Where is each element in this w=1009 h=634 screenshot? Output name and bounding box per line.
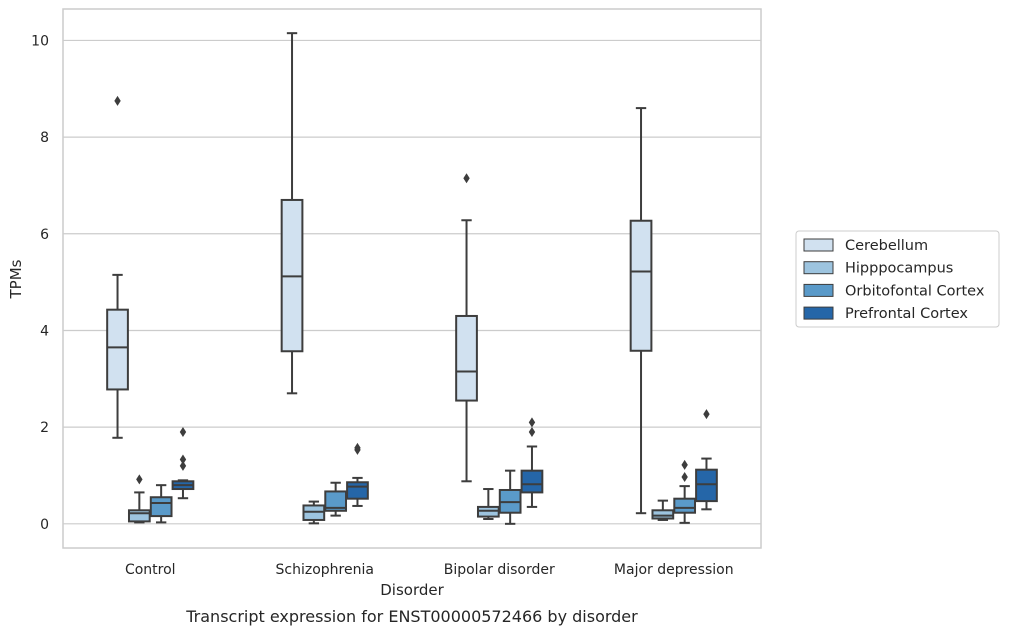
outlier-point — [114, 95, 121, 106]
box-prefrontal-cortex-0 — [171, 426, 195, 500]
legend-label: Cerebellum — [845, 238, 928, 254]
box-body — [106, 308, 129, 391]
y-axis-ticks: 0 2 4 6 8 10 — [31, 33, 49, 532]
outlier-point — [354, 442, 361, 453]
plot-frame — [62, 8, 762, 549]
chart-caption: Transcript expression for ENST0000057246… — [185, 607, 638, 626]
box-prefrontal-cortex-3 — [695, 409, 718, 511]
box-orbitofontal-cortex-3 — [673, 459, 697, 524]
legend-frame — [795, 230, 1000, 328]
outlier-point — [703, 409, 710, 420]
box-cerebellum-2 — [455, 173, 478, 483]
legend-label: Prefrontal Cortex — [845, 306, 968, 322]
box-prefrontal-cortex-2 — [520, 417, 544, 508]
plot-area — [106, 32, 718, 525]
x-tick-label: Control — [125, 562, 176, 578]
x-axis-title: Disorder — [380, 581, 444, 599]
box-cerebellum-1 — [280, 32, 304, 395]
legend-swatch — [803, 306, 834, 320]
outlier-point — [681, 459, 688, 470]
box-body — [651, 509, 675, 520]
box-body — [673, 497, 697, 514]
y-tick-label: 6 — [40, 227, 49, 243]
outlier-point — [136, 474, 143, 485]
x-tick-label: Major depression — [614, 562, 734, 578]
box-cerebellum-3 — [629, 107, 653, 515]
y-axis-title: TPMs — [7, 259, 25, 299]
box-body — [520, 469, 544, 494]
box-orbitofontal-cortex-1 — [324, 481, 348, 517]
box-body — [455, 314, 478, 402]
outlier-point — [179, 460, 187, 471]
box-hipppocampus-2 — [476, 488, 500, 520]
y-tick-label: 8 — [40, 130, 49, 146]
outlier-point — [179, 426, 187, 437]
legend-swatch — [803, 283, 834, 297]
box-hipppocampus-1 — [302, 500, 326, 525]
legend-swatch — [803, 261, 834, 275]
box-body — [127, 509, 151, 523]
outlier-point — [528, 417, 536, 428]
box-body — [629, 219, 653, 352]
outlier-point — [681, 471, 688, 482]
box-body — [149, 496, 173, 518]
y-tick-label: 4 — [40, 323, 49, 339]
box-hipppocampus-0 — [127, 474, 151, 524]
y-tick-label: 10 — [31, 33, 49, 49]
box-body — [324, 490, 348, 512]
box-orbitofontal-cortex-2 — [498, 469, 522, 525]
box-prefrontal-cortex-1 — [346, 442, 369, 507]
y-tick-label: 0 — [40, 517, 49, 533]
outlier-point — [179, 454, 187, 465]
box-hipppocampus-3 — [651, 499, 675, 521]
legend-swatch — [803, 238, 834, 252]
box-body — [695, 468, 718, 503]
x-tick-label: Schizophrenia — [276, 562, 374, 578]
box-orbitofontal-cortex-0 — [149, 484, 173, 524]
x-axis-ticks: Control Schizophrenia Bipolar disorder Majo… — [125, 562, 734, 578]
legend-label: Hipppocampus — [845, 261, 953, 277]
legend: Cerebellum Hipppocampus Orbitofontal Corte… — [795, 230, 1000, 328]
box-cerebellum-0 — [106, 95, 129, 439]
y-tick-label: 2 — [40, 420, 49, 436]
box-body — [346, 481, 369, 500]
grid-lines — [63, 39, 761, 525]
x-tick-label: Bipolar disorder — [444, 562, 555, 578]
outlier-point — [463, 173, 470, 184]
legend-label: Orbitofontal Cortex — [845, 283, 985, 299]
outlier-point — [528, 426, 536, 437]
